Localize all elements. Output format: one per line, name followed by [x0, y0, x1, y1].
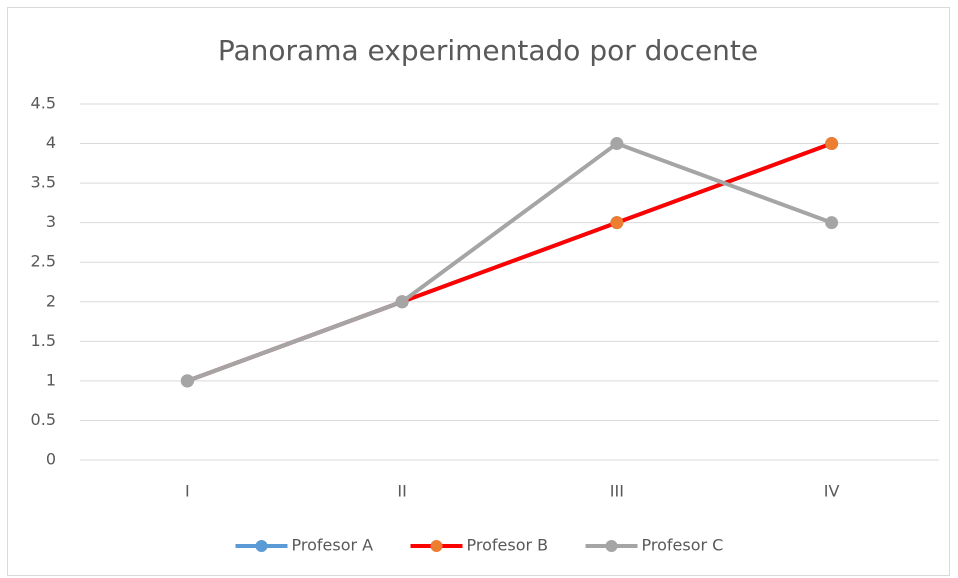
y-tick-label: 1.5 [31, 331, 56, 350]
y-tick-label: 0 [46, 450, 56, 469]
y-tick-label: 3.5 [31, 173, 56, 192]
legend-label: Profesor A [292, 536, 374, 555]
x-tick-label: II [397, 482, 406, 501]
data-point [825, 216, 839, 230]
y-tick-label: 2 [46, 291, 56, 310]
legend-label: Profesor B [467, 536, 549, 555]
y-tick-label: 4 [46, 133, 56, 152]
data-point [610, 137, 624, 151]
legend-marker [605, 540, 618, 552]
chart-border [7, 7, 950, 576]
y-tick-label: 0.5 [31, 410, 56, 429]
y-tick-label: 2.5 [31, 252, 56, 271]
data-point [825, 137, 839, 151]
x-tick-label: IV [824, 482, 840, 501]
legend-label: Profesor C [642, 536, 724, 555]
legend-marker [255, 540, 268, 552]
data-point [395, 295, 409, 309]
y-tick-label: 3 [46, 212, 56, 231]
legend-marker [430, 540, 443, 552]
series-line [186, 141, 833, 383]
y-tick-label: 4.5 [31, 94, 56, 113]
x-tick-label: III [610, 482, 624, 501]
x-tick-label: I [185, 482, 190, 501]
data-point [180, 374, 194, 388]
chart-title: Panorama experimentado por docente [218, 34, 758, 67]
data-point [610, 216, 624, 230]
y-tick-label: 1 [46, 370, 56, 389]
